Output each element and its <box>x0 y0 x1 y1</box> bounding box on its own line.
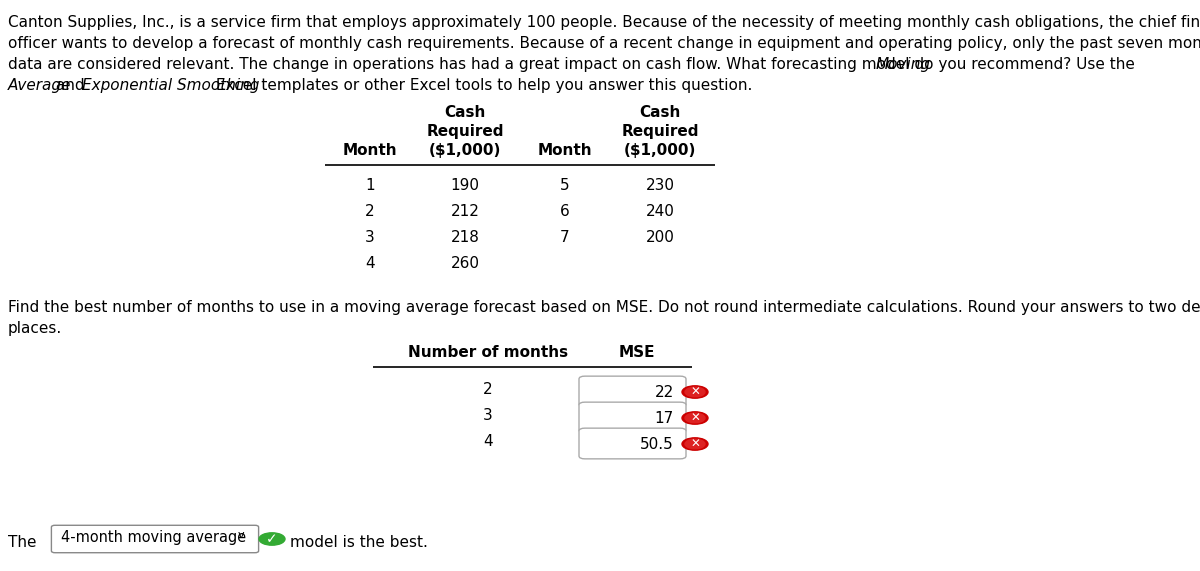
Text: 4: 4 <box>365 256 374 271</box>
Text: Month: Month <box>538 143 593 158</box>
Text: 7: 7 <box>560 230 570 245</box>
Text: ($1,000): ($1,000) <box>428 143 502 158</box>
Text: Canton Supplies, Inc., is a service firm that employs approximately 100 people. : Canton Supplies, Inc., is a service firm… <box>8 15 1200 30</box>
Text: 2: 2 <box>484 382 493 397</box>
Text: 4: 4 <box>484 434 493 449</box>
Text: 50.5: 50.5 <box>641 437 674 452</box>
Text: 2: 2 <box>365 204 374 219</box>
Text: Find the best number of months to use in a moving average forecast based on MSE.: Find the best number of months to use in… <box>8 300 1200 315</box>
Text: 190: 190 <box>450 178 480 193</box>
Text: 212: 212 <box>450 204 480 219</box>
Text: The: The <box>8 535 36 550</box>
Text: Required: Required <box>426 124 504 139</box>
Text: ($1,000): ($1,000) <box>624 143 696 158</box>
Text: 3: 3 <box>484 408 493 423</box>
Text: v: v <box>238 530 245 540</box>
Text: ✕: ✕ <box>690 437 700 451</box>
Text: places.: places. <box>8 321 62 336</box>
Text: 218: 218 <box>450 230 480 245</box>
Text: Number of months: Number of months <box>408 345 568 360</box>
Text: data are considered relevant. The change in operations has had a great impact on: data are considered relevant. The change… <box>8 57 1140 72</box>
Text: ✓: ✓ <box>266 532 278 546</box>
Text: Required: Required <box>622 124 698 139</box>
Text: 4-month moving average: 4-month moving average <box>61 530 246 545</box>
Text: Average: Average <box>8 78 71 93</box>
Text: Month: Month <box>343 143 397 158</box>
Text: 230: 230 <box>646 178 674 193</box>
Text: 5: 5 <box>560 178 570 193</box>
Text: 3: 3 <box>365 230 374 245</box>
Text: officer wants to develop a forecast of monthly cash requirements. Because of a r: officer wants to develop a forecast of m… <box>8 36 1200 51</box>
Text: 22: 22 <box>655 385 674 400</box>
Text: 6: 6 <box>560 204 570 219</box>
Text: MSE: MSE <box>619 345 655 360</box>
Text: model is the best.: model is the best. <box>290 535 428 550</box>
Text: 1: 1 <box>365 178 374 193</box>
Text: Excel templates or other Excel tools to help you answer this question.: Excel templates or other Excel tools to … <box>211 78 752 93</box>
Text: Cash: Cash <box>444 105 486 120</box>
Text: 240: 240 <box>646 204 674 219</box>
Text: and: and <box>52 78 90 93</box>
Text: 17: 17 <box>655 411 674 426</box>
Text: ✕: ✕ <box>690 385 700 399</box>
Text: ✕: ✕ <box>690 412 700 424</box>
Text: Exponential Smoothing: Exponential Smoothing <box>82 78 259 93</box>
Text: 260: 260 <box>450 256 480 271</box>
Text: Cash: Cash <box>640 105 680 120</box>
Text: Moving: Moving <box>875 57 930 72</box>
Text: 200: 200 <box>646 230 674 245</box>
